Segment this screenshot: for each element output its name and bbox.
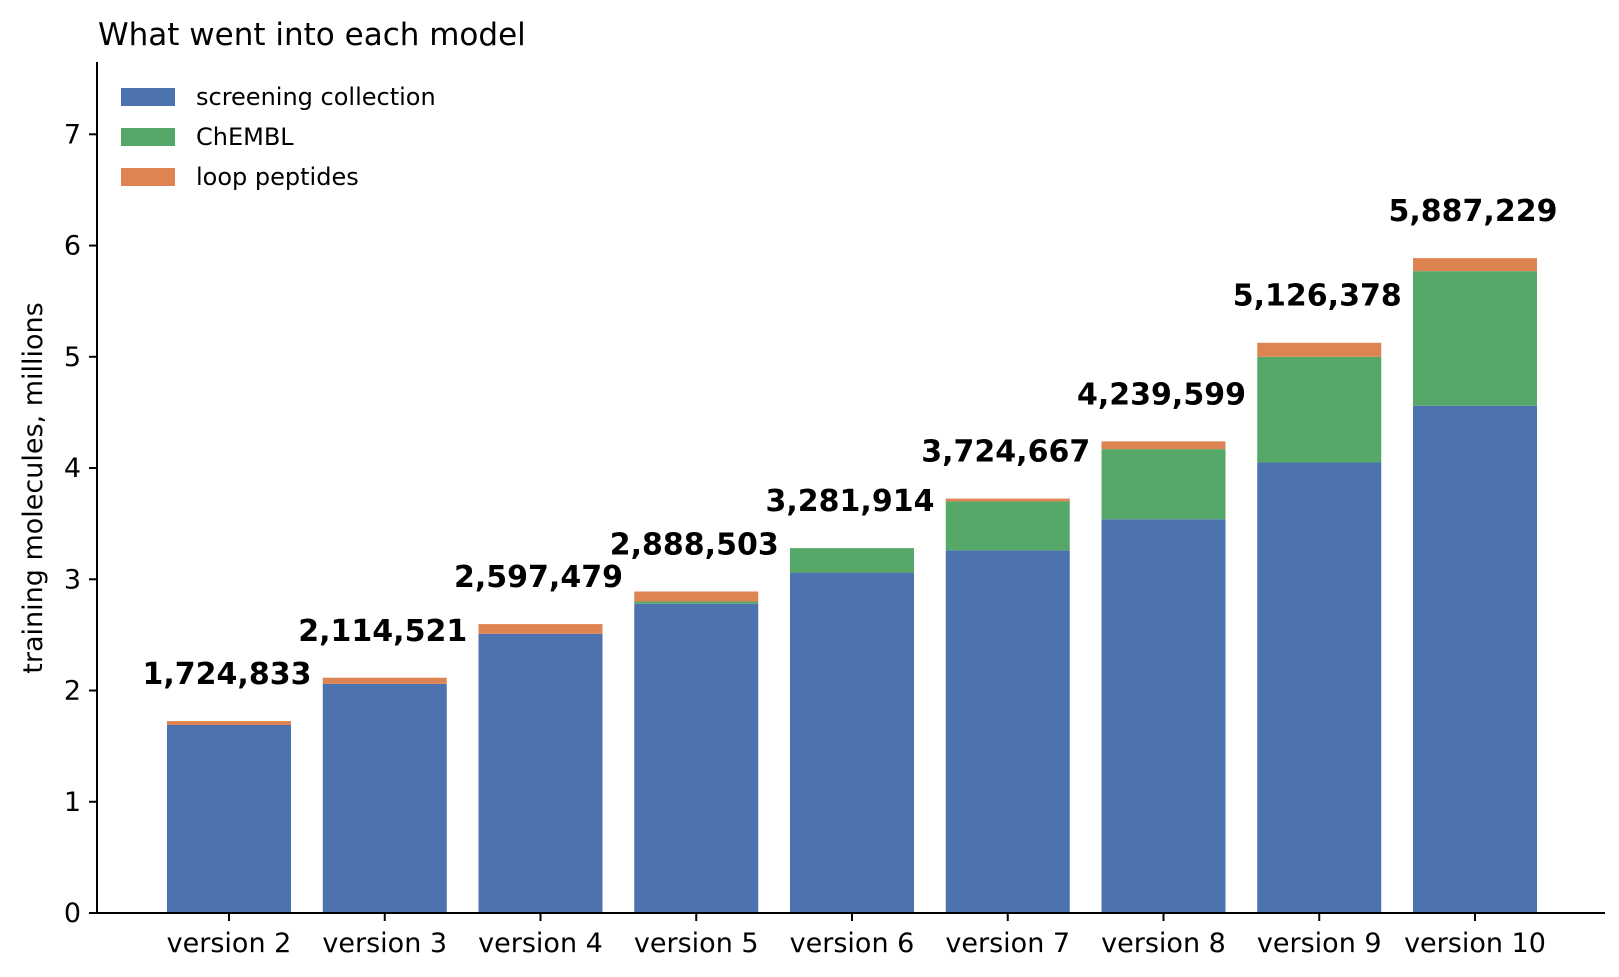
bar-segment-screening-collection-version-5 (634, 603, 759, 913)
bar-segment-loop-peptides-version-10 (1413, 258, 1537, 272)
x-tick-label: version 10 (1404, 928, 1546, 959)
bar-segment-chembl-version-7 (945, 501, 1070, 551)
bar-segment-loop-peptides-version-7 (945, 498, 1070, 502)
bar-segment-screening-collection-version-9 (1257, 462, 1382, 913)
bar-segment-loop-peptides-version-9 (1257, 342, 1382, 357)
bar-segment-chembl-version-9 (1257, 356, 1382, 463)
y-axis-ticks: 0 1 2 3 4 5 6 7 (64, 119, 97, 929)
y-tick-label: 1 (64, 787, 81, 818)
y-tick-label: 5 (64, 342, 81, 373)
bar-segment-loop-peptides-version-5 (634, 591, 759, 602)
y-tick-label: 4 (64, 453, 81, 484)
total-label: 4,239,599 (1077, 377, 1246, 412)
x-tick-label: version 6 (790, 928, 915, 959)
x-tick-label: version 7 (945, 928, 1070, 959)
bar-segment-screening-collection-version-2 (167, 725, 291, 913)
bar-segment-screening-collection-version-4 (478, 633, 603, 913)
bar-segment-screening-collection-version-3 (322, 683, 447, 913)
total-label: 5,126,378 (1233, 279, 1402, 314)
legend: screening collection ChEMBL loop peptides (121, 83, 436, 191)
bar-segment-loop-peptides-version-2 (167, 721, 291, 726)
legend-label: loop peptides (196, 163, 359, 191)
total-label: 3,724,667 (921, 435, 1090, 470)
bar-segment-screening-collection-version-6 (790, 572, 914, 913)
x-tick-label: version 4 (478, 928, 603, 959)
chart-title: What went into each model (98, 17, 526, 53)
bar-segment-chembl-version-6 (790, 548, 914, 573)
legend-swatch (121, 128, 175, 146)
bar-segment-chembl-version-8 (1101, 449, 1226, 520)
x-axis-ticks: version 2 version 3 version 4 version 5 vers… (167, 913, 1546, 959)
bar-segment-loop-peptides-version-3 (322, 677, 447, 684)
y-axis-label: training molecules, millions (18, 302, 49, 673)
bars (167, 258, 1537, 913)
y-tick-label: 7 (64, 119, 81, 150)
legend-label: ChEMBL (196, 123, 294, 151)
bar-segment-chembl-version-10 (1413, 271, 1537, 406)
total-label: 3,281,914 (766, 484, 935, 519)
total-label: 1,724,833 (143, 657, 312, 692)
legend-swatch (121, 88, 175, 106)
bar-segment-chembl-version-5 (634, 601, 759, 604)
legend-swatch (121, 168, 175, 186)
y-tick-label: 0 (64, 898, 81, 929)
total-label: 2,597,479 (454, 560, 623, 595)
x-tick-label: version 8 (1101, 928, 1226, 959)
x-tick-label: version 3 (322, 928, 447, 959)
total-label: 5,887,229 (1389, 194, 1558, 229)
legend-label: screening collection (196, 83, 436, 111)
bar-segment-screening-collection-version-7 (945, 550, 1070, 913)
x-tick-label: version 2 (167, 928, 292, 959)
y-tick-label: 3 (64, 564, 81, 595)
y-tick-label: 6 (64, 231, 81, 262)
x-tick-label: version 5 (634, 928, 759, 959)
x-tick-label: version 9 (1257, 928, 1382, 959)
bar-segment-screening-collection-version-8 (1101, 519, 1226, 913)
y-tick-label: 2 (64, 676, 81, 707)
bar-segment-screening-collection-version-10 (1413, 405, 1537, 913)
total-label: 2,114,521 (298, 614, 467, 649)
total-label: 2,888,503 (610, 528, 779, 563)
bar-segment-loop-peptides-version-4 (478, 624, 603, 634)
bar-segment-loop-peptides-version-8 (1101, 441, 1226, 450)
